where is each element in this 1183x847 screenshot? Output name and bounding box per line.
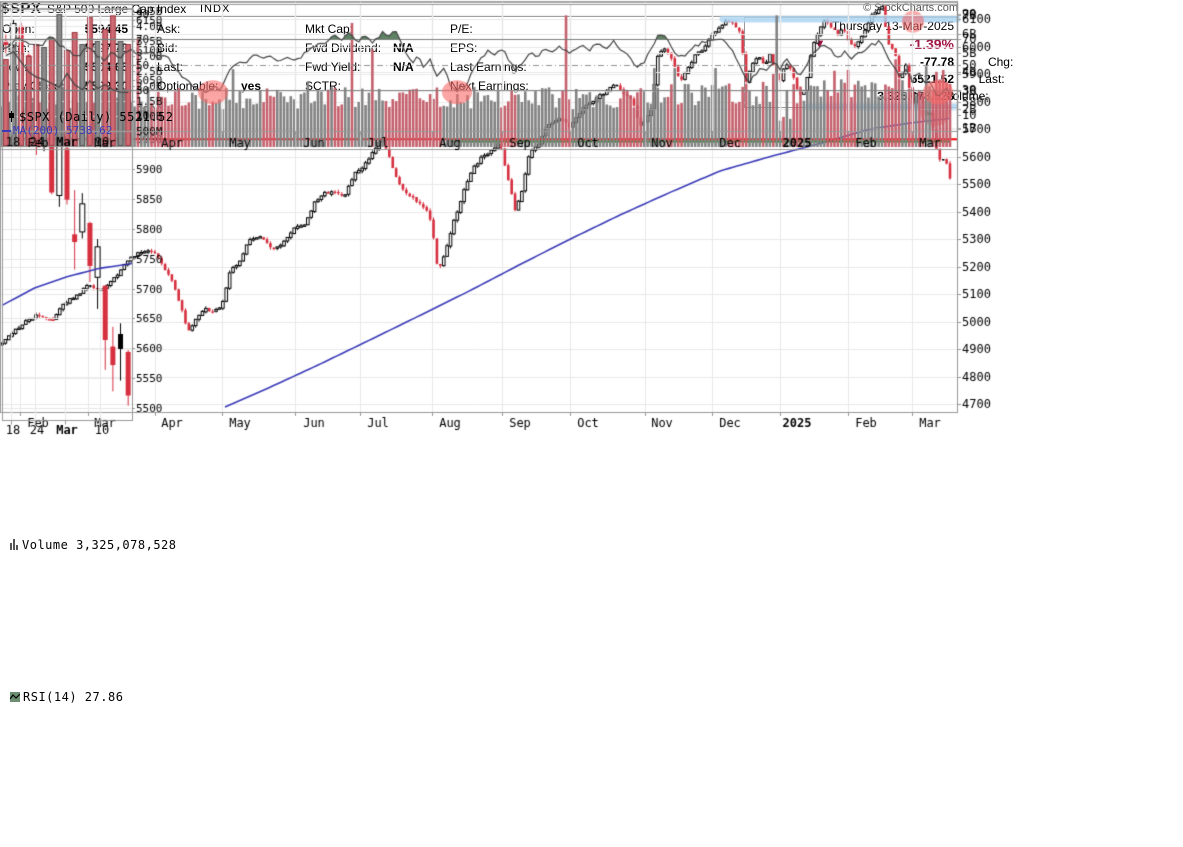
price-legend-label: $SPX (Daily) 5521.52 bbox=[19, 110, 174, 124]
price-legend: $SPX (Daily) 5521.52 bbox=[8, 110, 174, 124]
ma-legend-label: MA(200) 5738.62 bbox=[13, 124, 113, 137]
volume-legend: Volume 3,325,078,528 bbox=[10, 538, 177, 552]
candlestick-icon bbox=[9, 111, 14, 122]
volume-legend-label: Volume 3,325,078,528 bbox=[22, 538, 177, 552]
volume-bars-icon bbox=[10, 539, 18, 550]
rsi-legend-label: RSI(14) 27.86 bbox=[23, 690, 124, 704]
zoom-rsi-chart-canvas bbox=[0, 0, 165, 157]
rsi-legend: RSI(14) 27.86 bbox=[10, 690, 123, 704]
rsi-indicator-icon bbox=[10, 692, 20, 702]
rsi-chart-canvas bbox=[0, 0, 1012, 157]
ma-legend: MA(200) 5738.62 bbox=[2, 124, 112, 137]
ma-line-swatch bbox=[2, 130, 11, 132]
